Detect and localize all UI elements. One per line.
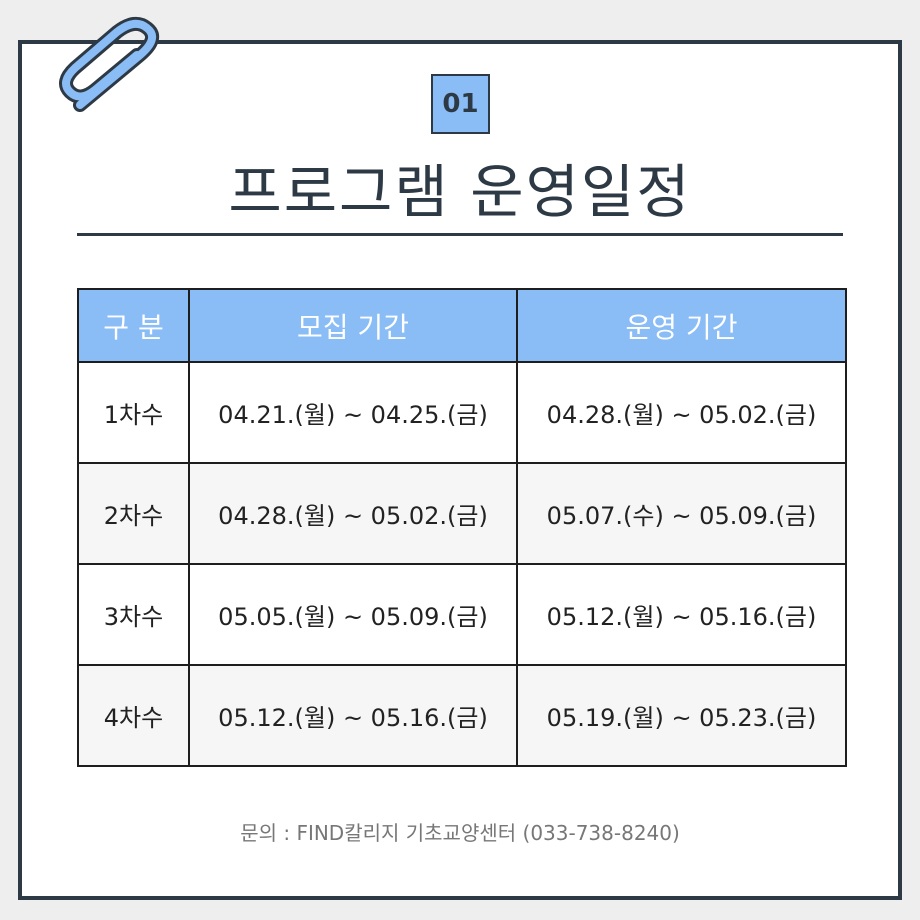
table-row: 2차수 04.28.(월) ~ 05.02.(금) 05.07.(수) ~ 05… <box>77 462 847 565</box>
table-row: 1차수 04.21.(월) ~ 04.25.(금) 04.28.(월) ~ 05… <box>77 361 847 464</box>
recruit-period-cell: 05.05.(월) ~ 05.09.(금) <box>188 563 518 666</box>
operation-period-cell: 05.07.(수) ~ 05.09.(금) <box>516 462 847 565</box>
paperclip-icon <box>59 16 160 112</box>
header-operation-period: 운영 기간 <box>516 288 847 363</box>
title-divider <box>77 233 843 236</box>
contact-info: 문의 : FIND칼리지 기초교양센터 (033-738-8240) <box>240 821 680 845</box>
section-number-badge: 01 <box>431 74 490 134</box>
schedule-table: 구 분 모집 기간 운영 기간 1차수 04.21.(월) ~ 04.25.(금… <box>77 288 847 767</box>
header-recruit-period: 모집 기간 <box>188 288 518 363</box>
operation-period-cell: 05.19.(월) ~ 05.23.(금) <box>516 664 847 767</box>
round-cell: 3차수 <box>77 563 190 666</box>
header-category: 구 분 <box>77 288 190 363</box>
table-header-row: 구 분 모집 기간 운영 기간 <box>77 288 847 363</box>
recruit-period-cell: 04.28.(월) ~ 05.02.(금) <box>188 462 518 565</box>
table-row: 3차수 05.05.(월) ~ 05.09.(금) 05.12.(월) ~ 05… <box>77 563 847 666</box>
round-cell: 2차수 <box>77 462 190 565</box>
recruit-period-cell: 05.12.(월) ~ 05.16.(금) <box>188 664 518 767</box>
table-row: 4차수 05.12.(월) ~ 05.16.(금) 05.19.(월) ~ 05… <box>77 664 847 767</box>
operation-period-cell: 05.12.(월) ~ 05.16.(금) <box>516 563 847 666</box>
round-cell: 4차수 <box>77 664 190 767</box>
operation-period-cell: 04.28.(월) ~ 05.02.(금) <box>516 361 847 464</box>
page-title: 프로그램 운영일정 <box>228 158 692 226</box>
round-cell: 1차수 <box>77 361 190 464</box>
recruit-period-cell: 04.21.(월) ~ 04.25.(금) <box>188 361 518 464</box>
